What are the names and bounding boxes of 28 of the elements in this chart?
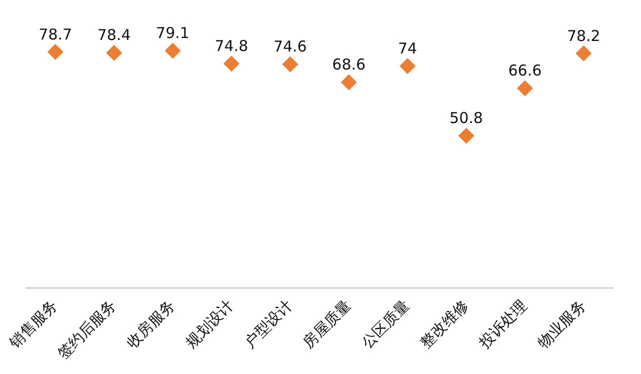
point	[164, 42, 181, 59]
data-label: 74.8	[214, 37, 248, 56]
point	[47, 44, 64, 60]
point	[106, 44, 122, 61]
data-label: 74	[398, 39, 418, 58]
data-label: 74.6	[273, 38, 307, 56]
point	[516, 80, 533, 96]
point	[282, 56, 298, 72]
point	[340, 74, 357, 90]
data-label: 78.4	[97, 26, 131, 44]
point	[400, 58, 416, 74]
data-label: 68.6	[332, 56, 366, 74]
x-tick-label: 户型设计	[240, 296, 296, 352]
point	[458, 128, 474, 144]
x-tick-label: 规划设计	[182, 296, 238, 352]
x-tick-label: 整改维修	[416, 296, 472, 352]
data-label: 79.1	[156, 24, 190, 42]
x-tick-label: 投诉处理	[474, 296, 531, 352]
data-label: 78.2	[566, 26, 600, 45]
data-label: 78.7	[38, 25, 72, 44]
data-label: 66.6	[508, 62, 542, 80]
data-label: 50.8	[450, 109, 483, 128]
x-tick-label: 公区质量	[358, 296, 414, 352]
point	[223, 56, 240, 72]
x-tick-label: 收房服务	[123, 296, 178, 352]
point	[576, 45, 592, 62]
x-tick-label: 房屋质量	[299, 296, 354, 352]
x-tick-label: 物业服务	[534, 296, 590, 352]
